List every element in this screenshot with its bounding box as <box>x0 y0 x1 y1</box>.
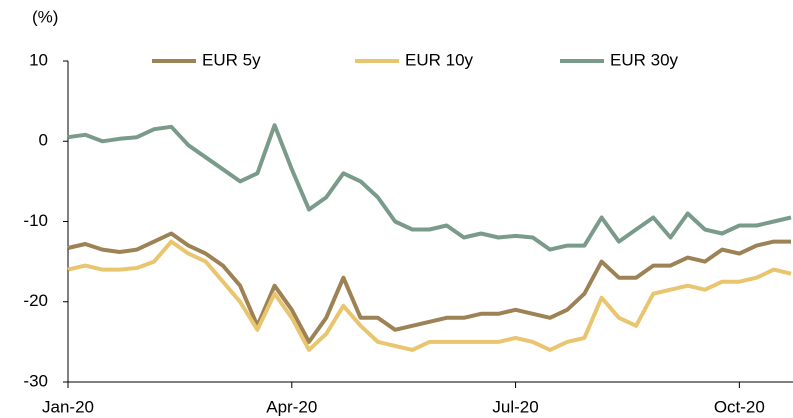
series-line <box>67 123 792 252</box>
y-tick-label: 10 <box>29 50 48 69</box>
legend-label: EUR 5y <box>202 50 261 69</box>
legend-label: EUR 30y <box>610 50 679 69</box>
x-tick-label: Oct-20 <box>714 397 765 416</box>
y-tick-label: -10 <box>23 211 48 230</box>
y-tick-label: -20 <box>23 291 48 310</box>
series-line <box>67 231 791 344</box>
y-tick-label: 0 <box>39 131 48 150</box>
x-tick-label: Jul-20 <box>492 397 538 416</box>
x-tick-label: Apr-20 <box>266 397 317 416</box>
series-line <box>67 239 792 352</box>
legend-label: EUR 10y <box>405 50 474 69</box>
x-tick-label: Jan-20 <box>42 397 94 416</box>
y-tick-label: -30 <box>23 371 48 390</box>
y-axis-label: (%) <box>32 7 58 26</box>
